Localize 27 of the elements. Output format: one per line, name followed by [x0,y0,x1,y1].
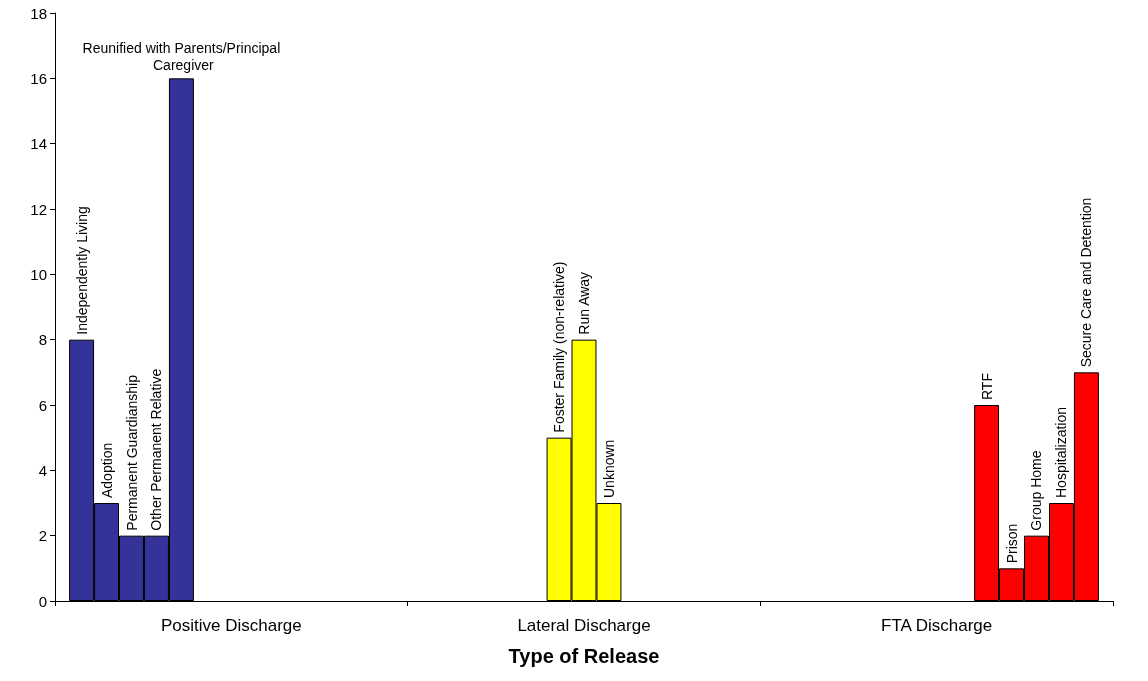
y-tick-label: 2 [38,527,47,545]
text: Group Home [1028,450,1045,531]
text: Foster Family (non-relative) [551,261,568,433]
text: Secure Care and Detention [1078,197,1095,368]
text: RTF [978,373,995,400]
text: Unknown [600,439,617,498]
y-tick-label: 4 [38,461,47,479]
x-tick-label: Lateral Discharge [517,616,651,635]
text: Hospitalization [1053,406,1070,498]
text: Other Permanent Relative [148,368,165,531]
x-tick-label: Positive Discharge [160,616,302,635]
y-tick-label: 10 [30,265,47,283]
x-axis-title: Type of Release [508,645,660,667]
text: Run Away [576,271,592,335]
y-tick-label: 16 [30,69,47,87]
text: Prison [1003,523,1020,564]
y-tick-label: 6 [38,396,47,414]
y-tick-label: 12 [30,200,47,218]
text: Adoption [98,442,115,498]
x-tick-label: FTA Discharge [881,616,993,635]
y-tick-label: 0 [38,592,47,610]
series-label: Reunified with Parents/Principal Caregiver [82,39,281,73]
text: Permanent Guardianship [123,374,140,531]
text: Independently Living [73,206,90,335]
y-tick-label: 18 [30,4,47,22]
y-tick-label: 14 [30,135,47,153]
y-tick-label: 8 [38,331,47,349]
